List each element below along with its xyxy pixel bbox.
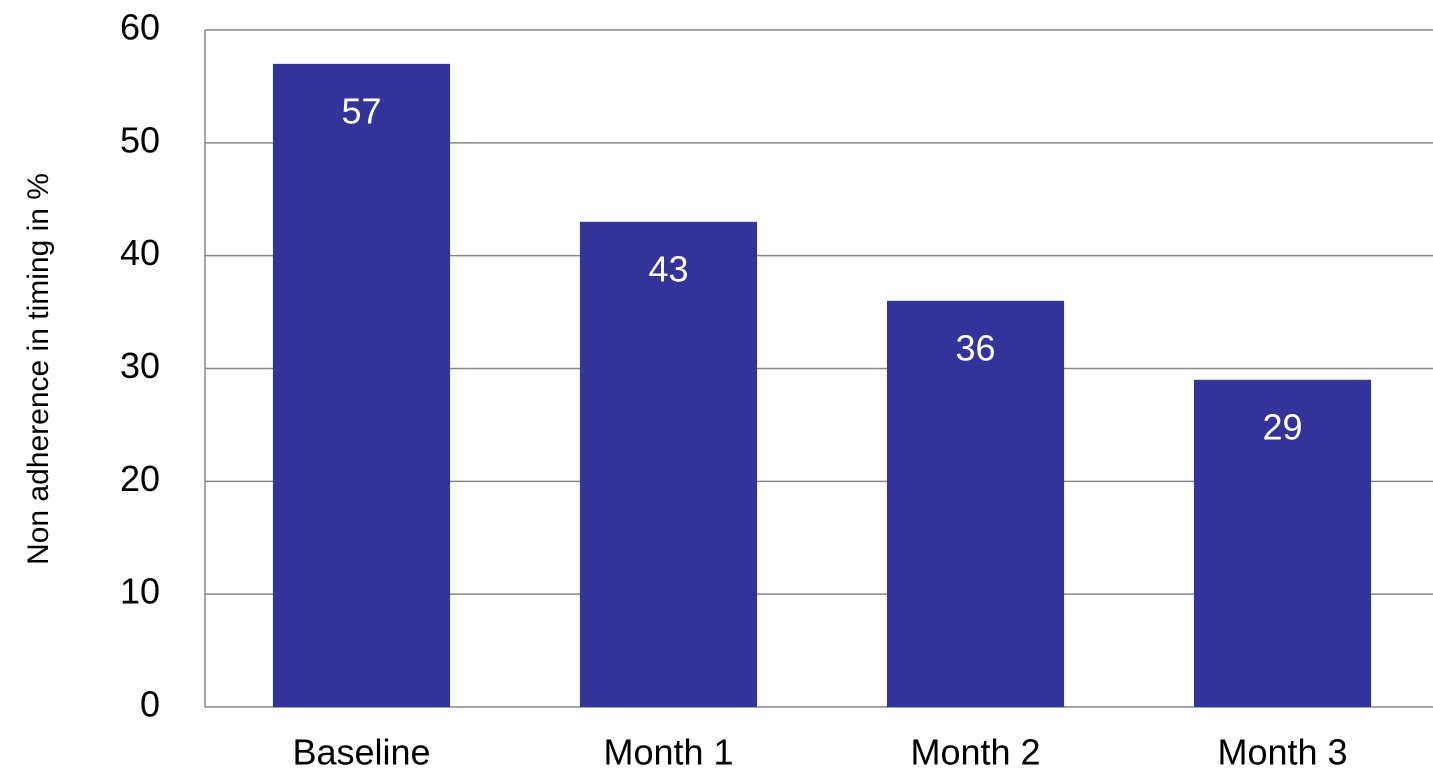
y-axis-label: Non adherence in timing in % xyxy=(22,173,55,565)
y-tick-label: 10 xyxy=(120,571,160,612)
data-label: 29 xyxy=(1262,406,1302,447)
y-tick-label: 60 xyxy=(120,7,160,48)
y-tick-label: 0 xyxy=(140,684,160,725)
x-tick-label: Month 2 xyxy=(910,732,1040,773)
bar xyxy=(886,300,1065,707)
y-tick-label: 30 xyxy=(120,345,160,386)
y-tick-label: 50 xyxy=(120,119,160,160)
x-tick-label: Baseline xyxy=(292,732,430,773)
data-label: 36 xyxy=(955,327,995,368)
bar xyxy=(579,221,758,708)
y-tick-label: 20 xyxy=(120,458,160,499)
data-label: 57 xyxy=(341,90,381,131)
bar xyxy=(272,63,451,708)
bar xyxy=(1193,379,1372,707)
y-tick-label: 40 xyxy=(120,232,160,273)
x-tick-label: Month 1 xyxy=(603,732,733,773)
x-tick-label: Month 3 xyxy=(1217,732,1347,773)
data-label: 43 xyxy=(648,248,688,289)
